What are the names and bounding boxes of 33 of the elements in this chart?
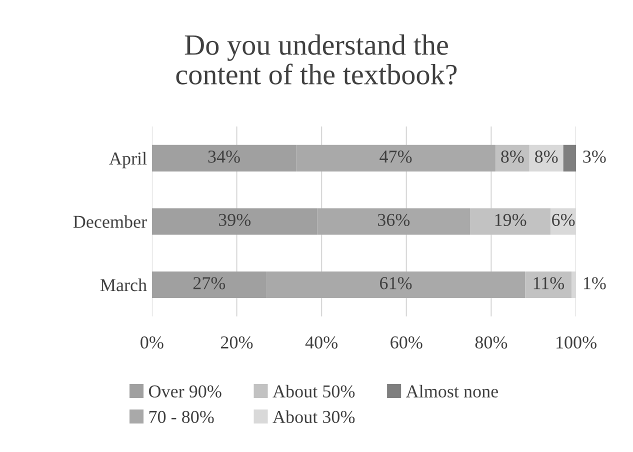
legend-label: Over 90% [148,385,222,398]
bar [525,271,572,298]
legend-label: 70 - 80% [149,410,214,424]
data-label: 36% [378,214,410,226]
data-label: 27% [193,277,226,290]
data-label: 11% [534,277,564,290]
bar [495,144,530,172]
data-label: 1% [584,277,606,290]
bar [563,144,576,172]
x-tick-label: 40% [305,336,338,349]
y-tick-label: April [109,152,147,168]
data-label: 19% [495,214,526,226]
data-label: 8% [501,150,524,163]
x-tick-label: 60% [390,336,422,349]
data-label: 3% [583,150,606,163]
y-tick-label: December [73,215,147,228]
data-label: 47% [380,150,412,163]
x-tick-label: 0% [140,336,164,349]
bar [529,144,564,172]
legend-label: About 30% [272,410,355,424]
data-label: 6% [552,214,575,226]
y-tick-label: March [100,278,147,292]
legend-label: Almost none [406,384,498,398]
bar [470,208,551,235]
legend-label: About 50% [272,384,355,398]
data-label: 8% [534,150,558,163]
data-label: 34% [208,150,240,163]
data-label: 61% [380,277,412,290]
x-tick-label: 20% [220,336,253,349]
data-label: 39% [218,214,251,226]
x-tick-label: 80% [475,336,508,349]
chart-title: Do you understand the content of the textbook? [176,34,457,85]
x-tick-label: 100% [556,336,596,349]
